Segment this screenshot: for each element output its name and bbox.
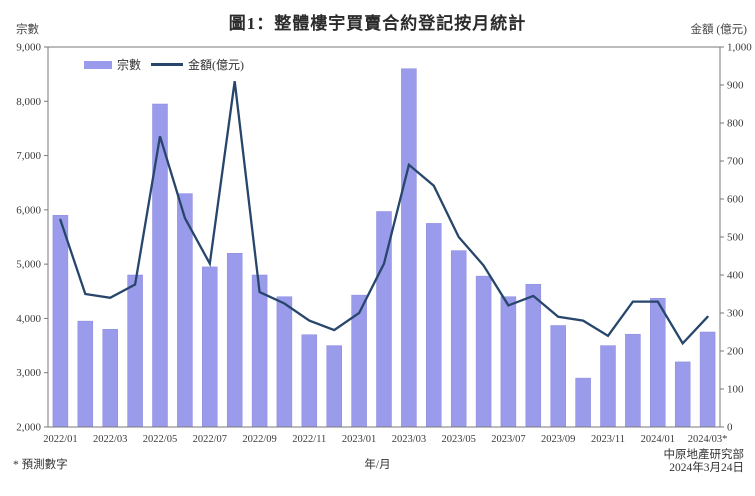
amount-line: [59, 81, 709, 346]
bar: [202, 266, 218, 428]
bar: [301, 334, 318, 428]
bar: [575, 377, 591, 428]
chart-legend: 宗數 金額(億元): [84, 56, 244, 73]
bar: [251, 274, 268, 428]
y-right-tick-label: 700: [727, 156, 744, 168]
source-date: 2024年3月24日: [669, 462, 744, 474]
bar: [625, 333, 641, 428]
x-tick-label: 2023/01: [342, 434, 376, 445]
x-axis-title: 年/月: [364, 459, 391, 471]
bar: [326, 345, 342, 428]
bar: [52, 215, 69, 428]
source-name: 中原地產研究部: [663, 449, 745, 461]
bars-series: [52, 68, 716, 428]
legend-item-amount: 金額(億元): [151, 56, 244, 73]
forecast-footnote: * 預測數字: [13, 459, 68, 471]
y-axis-right: 0 100 200 300 400 500 600 700 800 900 1,000: [720, 42, 752, 434]
bar: [500, 296, 517, 428]
bar: [127, 274, 143, 428]
bar: [351, 294, 367, 428]
bar: [77, 320, 94, 428]
bar-series-swatch-icon: [84, 60, 112, 69]
x-tick-label: 2023/09: [541, 434, 575, 445]
x-tick-label: 2024/03*: [688, 434, 728, 445]
legend-item-cases: 宗數: [84, 56, 141, 73]
bar: [600, 345, 616, 428]
x-tick-label: 2024/01: [641, 434, 675, 445]
y-axis-left-title: 宗數: [16, 24, 39, 36]
y-right-tick-label: 100: [727, 384, 744, 396]
bar: [102, 329, 118, 428]
bar: [699, 331, 716, 428]
x-tick-label: 2022/05: [143, 434, 177, 445]
y-right-tick-label: 1,000: [727, 42, 752, 54]
y-right-tick-label: 800: [727, 118, 744, 130]
x-tick-label: 2022/01: [43, 434, 77, 445]
chart-title: 圖1：整體樓宇買賣合約登記按月統計: [228, 14, 527, 33]
y-left-tick-label: 4,000: [16, 313, 41, 325]
line-series-swatch-icon: [151, 63, 184, 66]
y-left-tick-label: 3,000: [16, 367, 41, 379]
y-right-tick-label: 900: [727, 80, 744, 92]
y-left-tick-label: 6,000: [16, 204, 41, 216]
y-right-tick-label: 400: [727, 270, 744, 282]
bar: [550, 325, 566, 428]
bar: [450, 250, 467, 428]
bar: [276, 296, 293, 428]
y-right-tick-label: 0: [727, 422, 733, 434]
y-right-tick-label: 300: [727, 308, 744, 320]
source-block: 中原地產研究部 2024年3月24日: [664, 449, 745, 475]
x-tick-label: 2022/11: [292, 434, 326, 445]
y-left-tick-label: 9,000: [16, 42, 41, 54]
bar: [426, 223, 442, 428]
bar: [674, 361, 691, 428]
x-tick-label: 2022/09: [242, 434, 276, 445]
x-axis-labels: 2022/01 2022/03 2022/05 2022/07 2022/09 2022/…: [43, 434, 727, 445]
y-right-tick-label: 600: [727, 194, 744, 206]
bar: [525, 283, 542, 428]
y-left-tick-label: 7,000: [16, 150, 41, 162]
bar: [226, 253, 243, 428]
bar: [475, 275, 492, 428]
y-left-tick-label: 8,000: [16, 96, 41, 108]
bar: [401, 68, 417, 428]
bar: [650, 298, 666, 428]
y-left-tick-label: 5,000: [16, 259, 41, 271]
legend-line-label: 金額(億元): [188, 58, 245, 72]
x-tick-label: 2022/07: [193, 434, 227, 445]
y-axis-left: 2,000 3,000 4,000 5,000 6,000 7,000 8,000 9,000: [16, 42, 48, 434]
y-axis-right-title: 金額 (億元): [690, 24, 747, 36]
y-right-tick-label: 200: [727, 346, 744, 358]
legend-bars-label: 宗數: [117, 58, 142, 72]
x-tick-label: 2023/05: [441, 434, 475, 445]
x-tick-label: 2023/03: [392, 434, 426, 445]
x-tick-label: 2023/11: [591, 434, 625, 445]
y-right-tick-label: 500: [727, 232, 744, 244]
y-left-tick-label: 2,000: [16, 422, 41, 434]
x-tick-label: 2022/03: [93, 434, 127, 445]
x-tick-label: 2023/07: [491, 434, 525, 445]
